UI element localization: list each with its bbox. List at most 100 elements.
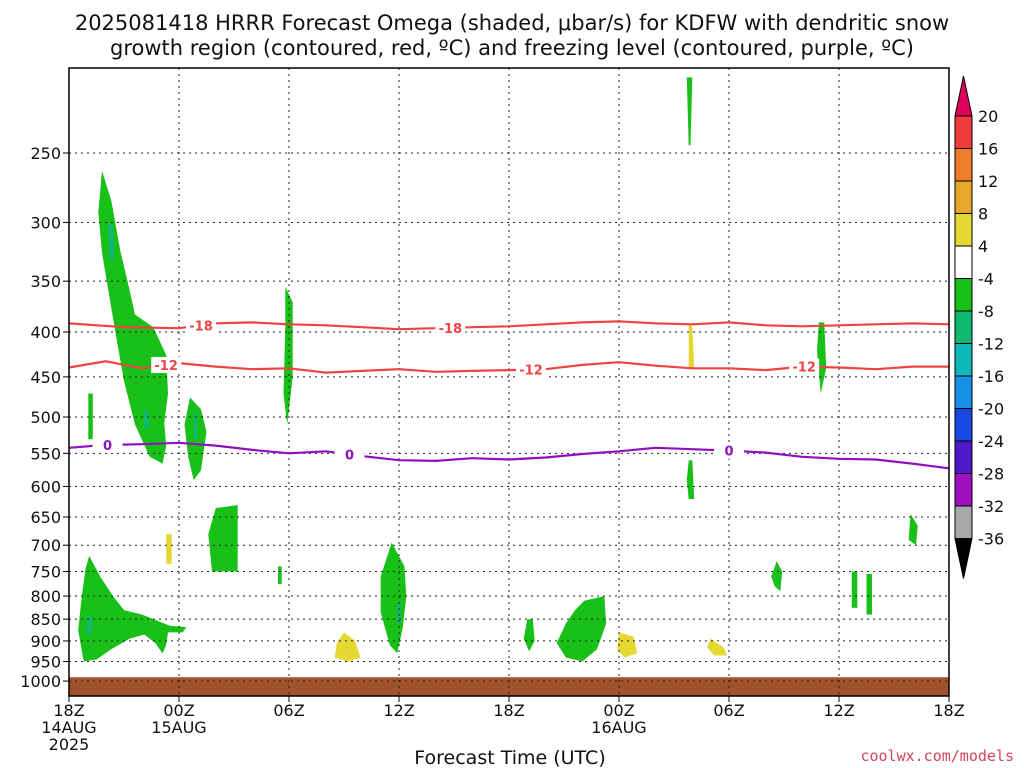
- colorbar-label-6: -8: [978, 302, 994, 321]
- colorbar-swatch-6: [954, 278, 973, 312]
- omega-region-15: [86, 614, 93, 637]
- y-axis-ticks: 250 300 350 400 450 500 550 600 650 700 750 800 850 9…: [20, 144, 69, 691]
- omega-region-8: [193, 413, 198, 440]
- x-tick-label-42-0: 12Z: [823, 701, 854, 720]
- x-tick-label-36-0: 06Z: [713, 701, 744, 720]
- colorbar-label-9: -20: [978, 400, 1004, 419]
- isotherm-label--18-0: -18: [189, 319, 213, 334]
- x-tick-label-12-0: 06Z: [273, 701, 304, 720]
- chart-title-line1: 2025081418 HRRR Forecast Omega (shaded, …: [75, 11, 949, 35]
- colorbar-label-13: -36: [978, 530, 1004, 549]
- y-tick-label-550: 550: [30, 444, 61, 463]
- y-tick-label-1000: 1000: [20, 672, 61, 691]
- isotherm-label-bg--12-0: [151, 356, 182, 373]
- omega-region-34: [686, 77, 693, 146]
- x-tick-label-18-0: 12Z: [383, 701, 414, 720]
- omega-region-19: [397, 603, 401, 624]
- y-tick-label-500: 500: [30, 408, 61, 427]
- omega-region-11: [166, 534, 172, 564]
- colorbar-label-0: 20: [978, 107, 998, 126]
- colorbar-bottom-arrow: [954, 538, 973, 579]
- colorbar-label-2: 12: [978, 172, 998, 191]
- colorbar-swatch-5: [954, 245, 973, 279]
- colorbar-swatch-13: [954, 505, 973, 539]
- colorbar-top-arrow: [954, 75, 973, 117]
- omega-region-26: [523, 619, 535, 652]
- colorbar-swatch-1: [954, 115, 973, 149]
- chart-title-line2: growth region (contoured, red, ºC) and f…: [110, 36, 914, 60]
- omega-region-30: [813, 531, 843, 666]
- y-tick-label-250: 250: [30, 144, 61, 163]
- omega-region-39: [908, 514, 918, 546]
- isotherm-label--12-1: -12: [519, 364, 543, 379]
- y-tick-label-450: 450: [30, 368, 61, 387]
- omega-region-4: [88, 393, 93, 440]
- x-tick-label-6-1: 15AUG: [151, 718, 206, 737]
- colorbar-label-1: 16: [978, 140, 998, 159]
- colorbar-swatch-12: [954, 473, 973, 507]
- omega-region-5: [166, 231, 220, 402]
- isotherm-label--12-0: -12: [154, 359, 178, 374]
- omega-region-0: [124, 77, 141, 199]
- omega-region-33: [642, 77, 663, 183]
- omega-region-2: [107, 222, 115, 259]
- omega-region-1: [98, 170, 168, 464]
- x-tick-label-30-0: 00Z: [603, 701, 634, 720]
- y-tick-label-300: 300: [30, 213, 61, 232]
- x-tick-label-0-0: 18Z: [53, 701, 84, 720]
- x-tick-label-48-0: 18Z: [933, 701, 964, 720]
- isotherm-label--18-1: -18: [439, 322, 463, 337]
- omega-region-6: [237, 315, 245, 364]
- isotherm-label--12-2: -12: [792, 361, 816, 376]
- grid-lines: [69, 68, 949, 696]
- omega-region-12: [208, 505, 238, 572]
- colorbar-swatch-10: [954, 408, 973, 442]
- omega-region-41: [851, 571, 858, 608]
- isotherm-label-0-0: 0: [103, 439, 112, 454]
- colorbar-label-11: -28: [978, 465, 1004, 484]
- y-tick-label-600: 600: [30, 477, 61, 496]
- colorbar-label-8: -16: [978, 367, 1004, 386]
- y-tick-label-350: 350: [30, 272, 61, 291]
- omega-region-3: [144, 409, 150, 429]
- credit-text: coolwx.com/models: [860, 747, 1014, 765]
- isotherm-label-bg--18-1: [435, 319, 466, 336]
- x-tick-label-6-0: 00Z: [163, 701, 194, 720]
- omega-region-28: [707, 638, 728, 656]
- colorbar-swatch-8: [954, 343, 973, 377]
- omega-region-29: [771, 561, 783, 592]
- colorbar: 20 16 12 8 4 -4 -8 -12 -16 -20 -24 -28 -32 -36: [954, 75, 1004, 579]
- colorbar-swatch-2: [954, 148, 973, 182]
- omega-region-25: [556, 596, 607, 662]
- colorbar-label-3: 8: [978, 205, 988, 224]
- isotherm-label-bg--12-2: [789, 358, 820, 375]
- omega-region-37: [817, 322, 827, 394]
- omega-region-17: [334, 632, 361, 662]
- plot-area: -18 -18 -12 -12 -12 0 0 0: [68, 67, 950, 697]
- omega-region-21: [278, 566, 282, 584]
- omega-region-32: [688, 322, 695, 369]
- colorbar-label-12: -32: [978, 497, 1004, 516]
- isotherm-contours: -18 -18 -12 -12 -12 0 0 0: [68, 317, 950, 470]
- colorbar-label-7: -12: [978, 335, 1004, 354]
- x-tick-label-30-1: 16AUG: [591, 718, 646, 737]
- colorbar-label-5: -4: [978, 270, 994, 289]
- isotherm--18: [68, 320, 950, 331]
- omega-region-23: [615, 499, 663, 666]
- y-tick-label-650: 650: [30, 508, 61, 527]
- omega-region-18: [380, 542, 407, 654]
- y-tick-label-700: 700: [30, 536, 61, 555]
- omega-region-40: [866, 574, 872, 615]
- colorbar-swatch-11: [954, 440, 973, 474]
- omega-region-22: [289, 566, 293, 611]
- y-tick-label-950: 950: [30, 653, 61, 672]
- colorbar-label-10: -24: [978, 432, 1004, 451]
- y-tick-label-800: 800: [30, 587, 61, 606]
- colorbar-swatch-4: [954, 213, 973, 247]
- omega-region-38: [686, 460, 695, 499]
- x-axis-label: Forecast Time (UTC): [414, 747, 605, 768]
- y-tick-label-900: 900: [30, 632, 61, 651]
- omega-region-20: [250, 598, 256, 624]
- isotherm-label-bg-0-0: [92, 436, 123, 453]
